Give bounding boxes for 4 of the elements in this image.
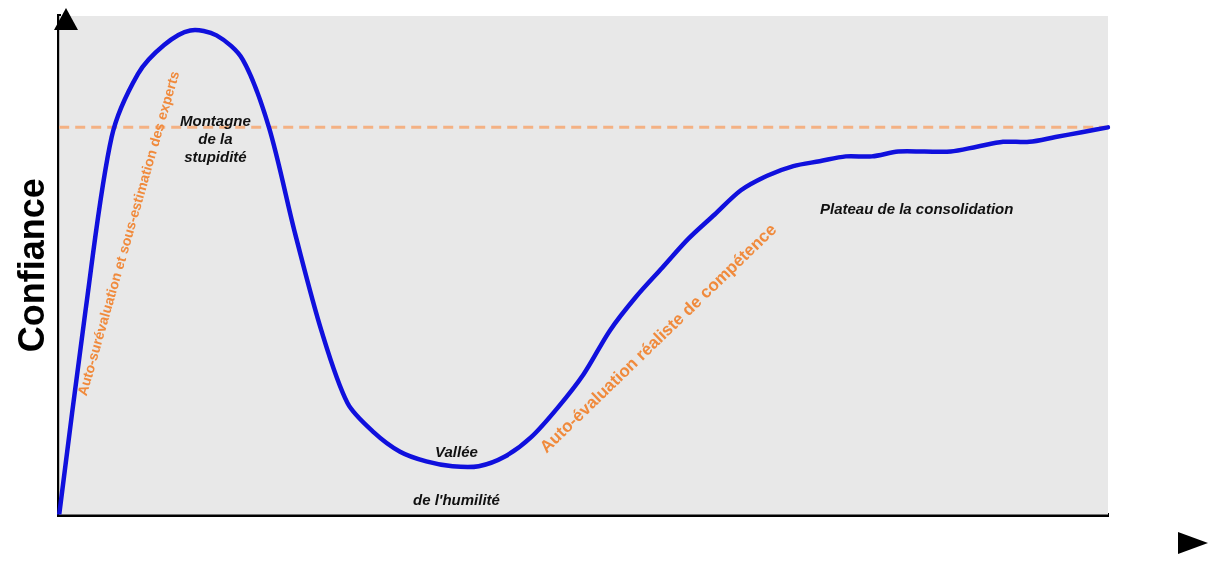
annotation: Montagne de la stupidité	[180, 112, 251, 166]
y-axis-title: Confiance	[10, 178, 52, 353]
annotation: Plateau de la consolidation	[820, 200, 1014, 218]
text: Vallée de l'humilité	[413, 443, 500, 508]
